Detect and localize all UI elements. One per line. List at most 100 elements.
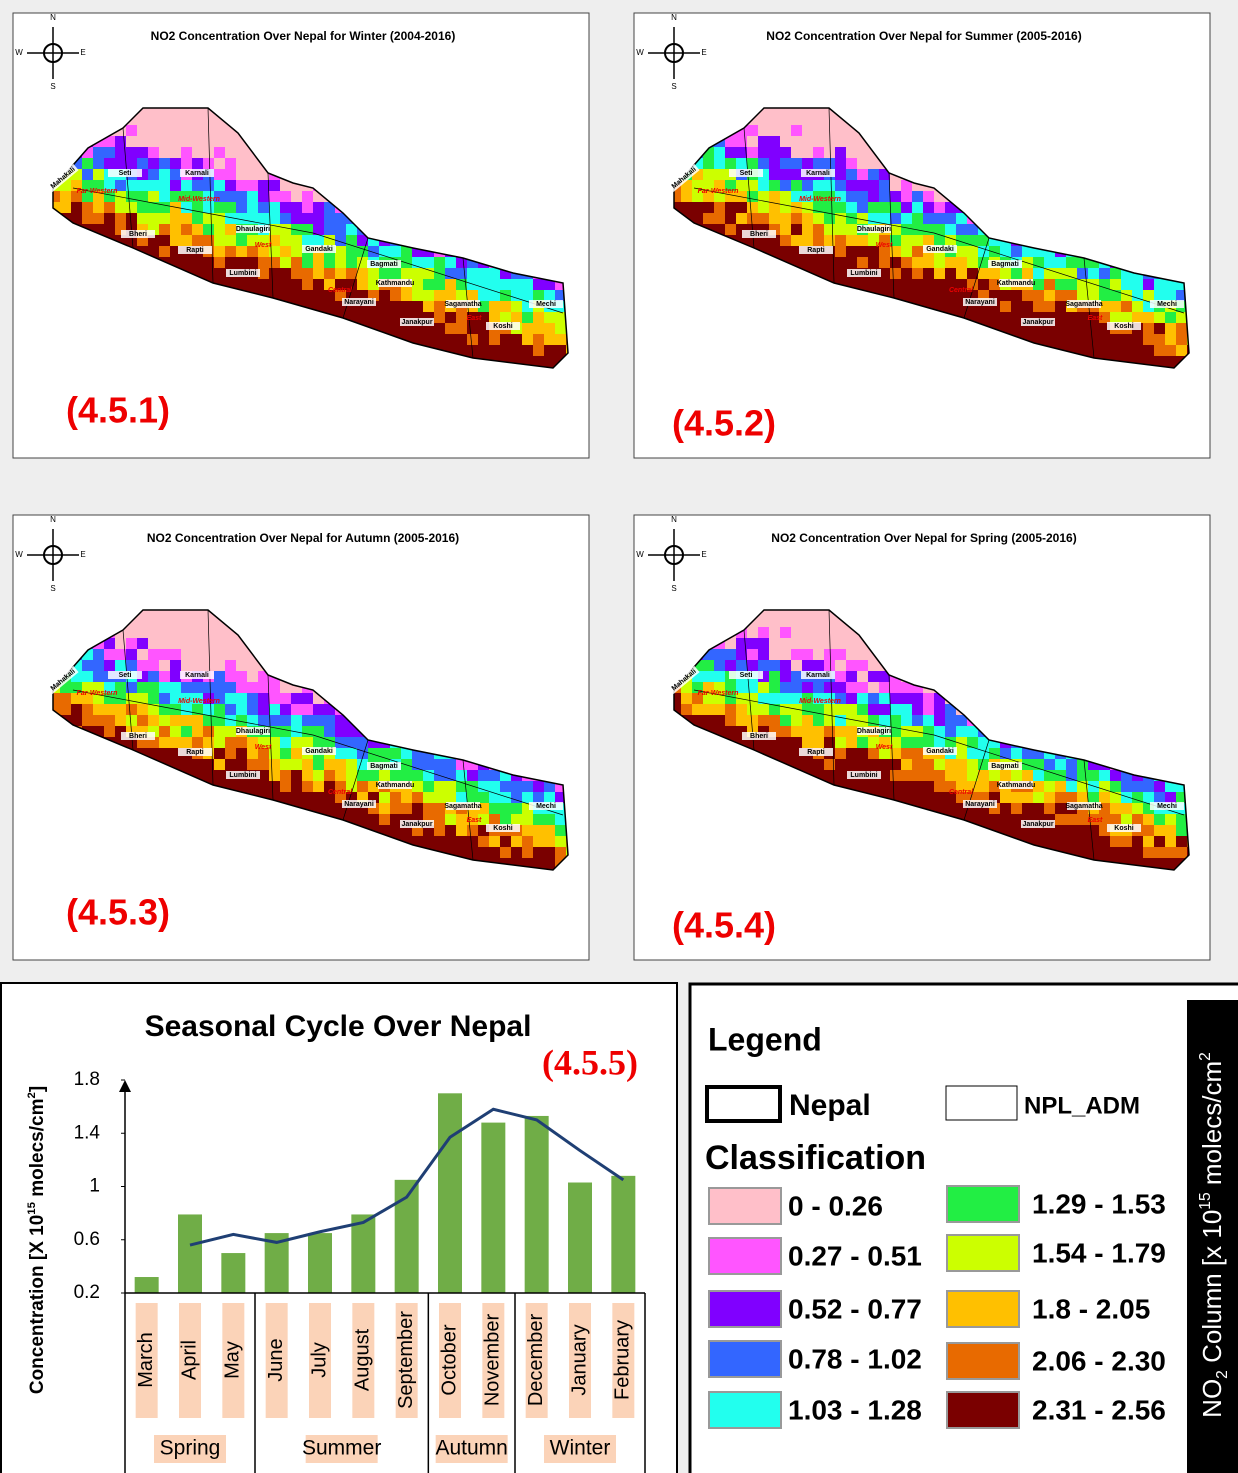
map-cell xyxy=(1044,836,1056,848)
map-cell xyxy=(104,202,116,214)
map-cell xyxy=(857,202,869,214)
map-cell xyxy=(802,627,814,639)
map-cell xyxy=(714,660,726,672)
map-cell xyxy=(489,781,501,793)
map-cell xyxy=(511,279,523,291)
map-cell xyxy=(159,202,171,214)
map-cell xyxy=(489,814,501,826)
map-cell xyxy=(533,836,545,848)
map-panel: NO2 Concentration Over Nepal for Autumn … xyxy=(13,515,589,960)
map-cell xyxy=(159,616,171,628)
map-cell xyxy=(813,257,825,269)
zone-label: Sagamatha xyxy=(444,803,481,810)
map-cell xyxy=(813,180,825,192)
map-cell xyxy=(236,180,248,192)
map-cell xyxy=(758,704,770,716)
map-cell xyxy=(192,726,204,738)
map-cell xyxy=(511,847,523,859)
map-cell xyxy=(214,726,226,738)
map-cell xyxy=(890,268,902,280)
map-cell xyxy=(813,715,825,727)
map-cell xyxy=(879,257,891,269)
map-cell xyxy=(1011,290,1023,302)
compass-letter: E xyxy=(80,48,85,57)
map-cell xyxy=(544,356,556,368)
map-cell xyxy=(1121,301,1133,313)
map-cell xyxy=(692,704,704,716)
map-cell xyxy=(923,279,935,291)
map-cell xyxy=(857,759,869,771)
map-cell xyxy=(104,224,116,236)
map-cell xyxy=(791,136,803,148)
map-cell xyxy=(478,847,490,859)
map-cell xyxy=(159,235,171,247)
map-cell xyxy=(423,781,435,793)
map-cell xyxy=(148,649,160,661)
map-cell xyxy=(912,759,924,771)
map-cell xyxy=(137,158,149,170)
map-cell xyxy=(258,180,270,192)
map-cell xyxy=(945,715,957,727)
map-cell xyxy=(1154,312,1166,324)
zone-label: Mechi xyxy=(536,301,556,308)
map-cell xyxy=(225,737,237,749)
map-cell xyxy=(181,125,193,137)
map-cell xyxy=(115,704,127,716)
region-label: Central xyxy=(949,287,974,294)
map-cell xyxy=(912,191,924,203)
map-cell xyxy=(890,682,902,694)
map-cell xyxy=(912,737,924,749)
map-cell xyxy=(934,279,946,291)
region-label: Far-Western xyxy=(698,690,739,697)
map-cell xyxy=(159,158,171,170)
map-cell xyxy=(1143,312,1155,324)
map-cell xyxy=(214,682,226,694)
map-cell xyxy=(434,825,446,837)
map-cell xyxy=(489,847,501,859)
map-cell xyxy=(203,704,215,716)
map-cell xyxy=(1044,759,1056,771)
zone-label: Rapti xyxy=(186,749,204,756)
map-cell xyxy=(934,268,946,280)
compass-letter: E xyxy=(701,550,706,559)
map-cell xyxy=(846,169,858,181)
map-cell xyxy=(302,759,314,771)
map-cell xyxy=(1011,770,1023,782)
map-cell xyxy=(1121,803,1133,815)
map-cell xyxy=(236,693,248,705)
compass-letter: W xyxy=(15,48,23,57)
map-cell xyxy=(445,759,457,771)
map-cell xyxy=(192,213,204,225)
figure-label: (4.5.1) xyxy=(66,390,170,431)
map-cell xyxy=(923,792,935,804)
map-cell xyxy=(522,814,534,826)
map-cell xyxy=(868,180,880,192)
map-cell xyxy=(511,781,523,793)
map-cell xyxy=(423,279,435,291)
map-cell xyxy=(813,158,825,170)
map-cell xyxy=(489,290,501,302)
map-cell xyxy=(868,671,880,683)
map-cell xyxy=(445,257,457,269)
map-cell xyxy=(225,682,237,694)
map-cell xyxy=(291,759,303,771)
map-cell xyxy=(522,792,534,804)
map-cell xyxy=(978,279,990,291)
map-cell xyxy=(159,671,171,683)
zone-label: Gandaki xyxy=(305,246,333,253)
map-cell xyxy=(192,737,204,749)
map-cell xyxy=(346,737,358,749)
map-cell xyxy=(802,224,814,236)
map-cell xyxy=(802,114,814,126)
map-cell xyxy=(879,202,891,214)
map-cell xyxy=(989,268,1001,280)
compass-letter: W xyxy=(15,550,23,559)
map-cell xyxy=(159,715,171,727)
map-cell xyxy=(1154,847,1166,859)
map-cell xyxy=(923,770,935,782)
map-cell xyxy=(1033,792,1045,804)
map-cell xyxy=(1132,301,1144,313)
map-cell xyxy=(1165,825,1177,837)
map-cell xyxy=(1110,792,1122,804)
region-label: Far-Western xyxy=(698,188,739,195)
